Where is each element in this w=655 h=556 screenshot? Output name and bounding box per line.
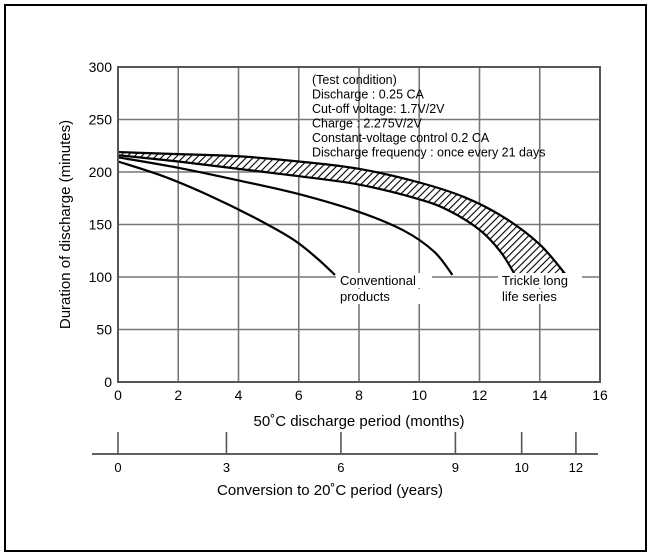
trickle-band-area <box>118 152 567 276</box>
conversion-tick-label: 10 <box>514 460 528 475</box>
conversion-tick-label: 12 <box>569 460 583 475</box>
series-lines <box>117 150 568 277</box>
y-tick-label: 200 <box>89 164 113 180</box>
x-axis-label: 50˚C discharge period (months) <box>254 413 465 430</box>
x-tick-label: 2 <box>174 387 182 403</box>
x-tick-labels: 0 2 4 6 8 10 12 14 16 <box>114 387 608 403</box>
chart-frame <box>4 4 647 552</box>
trickle-label: Trickle long <box>502 273 568 288</box>
conversion-tick-label: 0 <box>114 460 121 475</box>
trickle-label: life series <box>502 289 557 304</box>
trickle-band <box>118 152 567 276</box>
plot-border <box>117 66 601 383</box>
x-tick-label: 12 <box>472 387 488 403</box>
conversion-axis-label: Conversion to 20˚C period (years) <box>217 482 443 499</box>
y-axis-label: Duration of discharge (minutes) <box>57 120 74 329</box>
label-background <box>498 273 582 288</box>
x-tick-label: 16 <box>592 387 608 403</box>
series-line-2 <box>117 156 454 276</box>
series-line-4 <box>117 154 517 277</box>
label-background <box>498 289 582 304</box>
x-tick-label: 10 <box>411 387 427 403</box>
y-tick-label: 150 <box>89 217 113 233</box>
test-condition-line: (Test condition) <box>312 73 397 87</box>
conversion-axis: 0 3 6 9 10 12 <box>92 432 598 475</box>
series-line-1 <box>117 160 336 276</box>
y-tick-label: 300 <box>89 59 113 75</box>
y-tick-label: 50 <box>96 322 112 338</box>
label-background <box>336 289 432 304</box>
label-background <box>336 273 432 288</box>
series-line-3 <box>117 150 568 277</box>
conversion-tick-label: 6 <box>337 460 344 475</box>
conventional-label: Conventional <box>340 273 416 288</box>
test-condition-line: Discharge : 0.25 CA <box>312 88 425 102</box>
x-tick-label: 0 <box>114 387 122 403</box>
test-condition-line: Cut-off voltage: 1.7V/2V <box>312 102 445 116</box>
test-condition-line: Constant-voltage control 0.2 CA <box>312 131 490 145</box>
x-tick-label: 14 <box>532 387 548 403</box>
y-tick-label: 0 <box>104 374 112 390</box>
x-tick-label: 4 <box>235 387 243 403</box>
test-condition-line: Charge : 2.275V/2V <box>312 117 422 131</box>
test-condition-text: (Test condition)Discharge : 0.25 CACut-o… <box>312 73 545 160</box>
y-tick-labels: 0 50 100 150 200 250 300 <box>89 59 113 390</box>
test-condition-line: Discharge frequency : once every 21 days <box>312 146 545 160</box>
conventional-label: products <box>340 289 390 304</box>
x-tick-label: 8 <box>355 387 363 403</box>
conversion-tick-label: 3 <box>223 460 230 475</box>
conversion-tick-label: 9 <box>452 460 459 475</box>
x-tick-label: 6 <box>295 387 303 403</box>
y-tick-label: 100 <box>89 269 113 285</box>
y-tick-label: 250 <box>89 112 113 128</box>
